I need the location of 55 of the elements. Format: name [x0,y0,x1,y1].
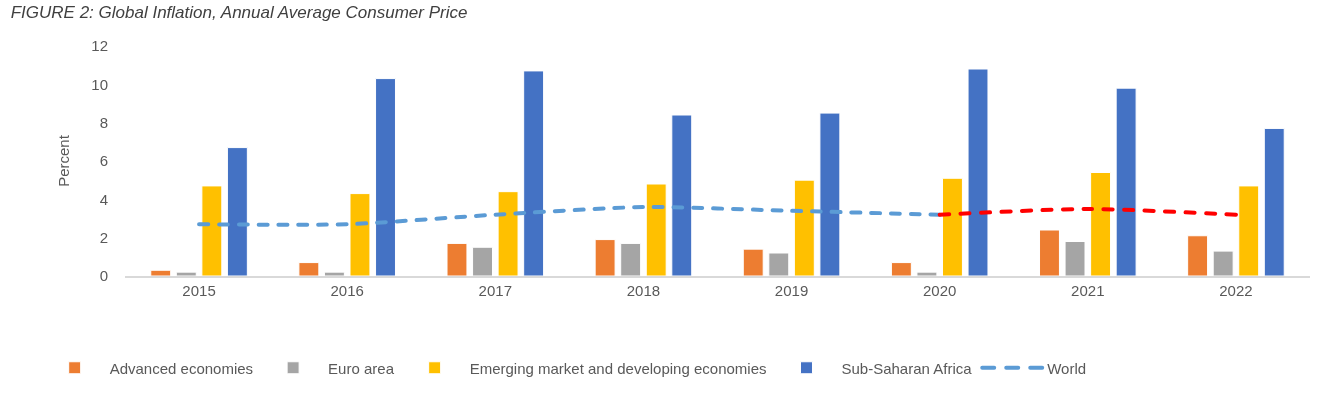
bar [1187,235,1209,276]
x-tick-label: 2018 [626,282,661,299]
y-tick-label: 6 [99,152,108,170]
bar [349,193,371,276]
bar [671,114,693,276]
bar [620,242,642,276]
chart-title: FIGURE 2: Global Inflation, Annual Average Consumer Price [10,3,468,23]
legend-label: World [1047,359,1087,377]
bar [1115,87,1137,276]
bar [890,262,912,276]
y-tick-label: 2 [99,228,108,246]
bar [375,78,396,276]
bar [942,177,963,276]
bar [967,68,989,276]
x-tick-label: 2017 [478,282,512,299]
x-tick-label: 2015 [182,282,216,299]
y-tick-label: 0 [99,267,108,285]
bar [497,191,519,276]
bar [645,183,667,276]
y-tick-label: 4 [99,190,108,208]
bar [1238,185,1260,276]
bar [175,271,197,276]
bar [1064,241,1086,276]
bar [793,179,815,276]
bar [594,239,616,276]
x-tick-label: 2019 [774,282,809,299]
bar [916,271,938,276]
bar [1039,229,1060,276]
legend-label: Euro area [328,359,395,377]
y-tick-label: 10 [91,75,108,93]
legend-label: Emerging market and developing economies [469,359,767,377]
line-series [197,204,942,227]
y-axis-title: Percent [54,134,72,187]
bar [1090,172,1112,276]
bar [298,262,320,276]
bar [1263,127,1285,276]
x-tick-label: 2016 [330,282,364,299]
bar [523,70,545,276]
bar [768,252,790,276]
bar [472,246,493,276]
y-tick-label: 12 [91,37,108,55]
y-tick-label: 8 [99,113,108,131]
bar [201,185,223,276]
x-tick-label: 2020 [923,282,957,299]
bar [742,248,764,276]
bar [819,112,841,276]
bar [1212,250,1234,276]
x-tick-label: 2022 [1219,282,1253,299]
bar [226,147,248,276]
bar [150,269,172,276]
legend-label: Sub-Saharan Africa [841,359,973,377]
bar [323,271,345,276]
x-tick-label: 2021 [1071,282,1105,299]
legend-label: Advanced economies [109,359,254,377]
bar [446,242,468,276]
